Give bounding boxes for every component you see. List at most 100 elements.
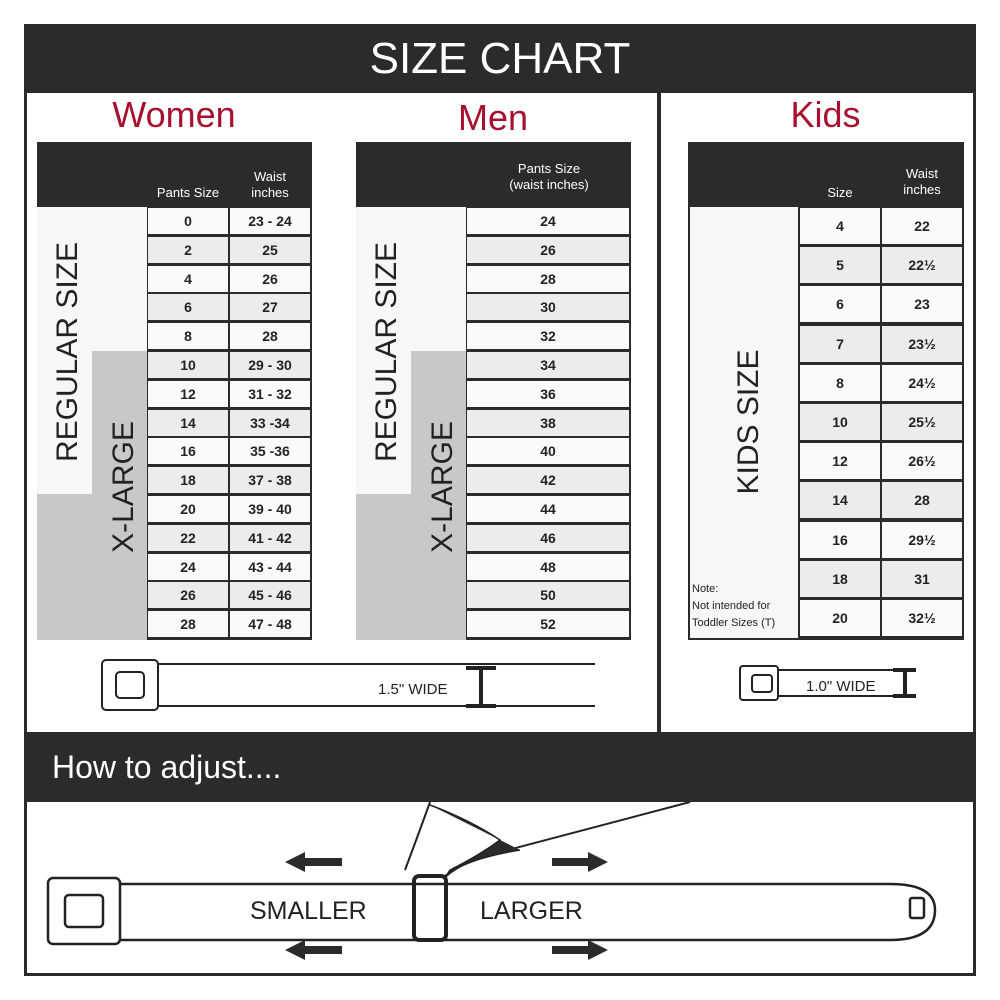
adjuster-slider-icon xyxy=(412,874,448,942)
arrow-left-icon xyxy=(285,852,342,872)
pants-size-cell: 18 xyxy=(148,467,228,493)
pants-size-cell: 14 xyxy=(148,410,228,436)
kids-size-cell: 4 xyxy=(800,208,880,244)
pants-size-cell: 50 xyxy=(467,582,629,608)
pants-size-cell: 24 xyxy=(148,554,228,580)
kids-size-cell: 14 xyxy=(800,482,880,518)
waist-cell: 31 xyxy=(882,561,962,597)
pants-size-cell: 2 xyxy=(148,237,228,263)
smaller-label: SMALLER xyxy=(250,897,367,925)
arrows xyxy=(285,852,608,960)
men-title: Men xyxy=(457,97,529,138)
waist-cell: 24½ xyxy=(882,365,962,401)
pants-size-cell: 34 xyxy=(467,352,629,378)
arrow-right-icon xyxy=(552,940,608,960)
kids-table: Size Waist inches KIDS SIZE Note: Not inte… xyxy=(688,142,964,640)
pants-size-cell: 30 xyxy=(467,294,629,320)
men-col-pants: Pants Size (waist inches) xyxy=(467,161,631,193)
women-belt-width: 1.5" WIDE xyxy=(378,681,448,698)
kids-size-cell: 8 xyxy=(800,365,880,401)
kids-size-cell: 16 xyxy=(800,522,880,558)
pants-size-cell: 4 xyxy=(148,266,228,292)
pants-size-cell: 42 xyxy=(467,467,629,493)
women-col-pants: Pants Size xyxy=(148,185,228,201)
pants-size-cell: 26 xyxy=(148,582,228,608)
pants-size-cell: 48 xyxy=(467,554,629,580)
waist-cell: 28 xyxy=(230,323,310,349)
kids-size-label: KIDS SIZE xyxy=(732,349,765,494)
kids-note: Note: Not intended for Toddler Sizes (T) xyxy=(692,583,776,629)
pants-size-cell: 46 xyxy=(467,525,629,551)
women-belt: 1.5" WIDE xyxy=(101,659,595,711)
pants-size-cell: 26 xyxy=(467,237,629,263)
waist-cell: 47 - 48 xyxy=(230,611,310,637)
adjust-heading: How to adjust.... xyxy=(24,732,976,802)
men-table: Pants Size (waist inches) REGULAR SIZE X-… xyxy=(356,142,631,640)
pants-size-cell: 28 xyxy=(148,611,228,637)
pants-size-cell: 38 xyxy=(467,410,629,436)
kids-col-waist: Waist inches xyxy=(882,166,962,198)
waist-cell: 45 - 46 xyxy=(230,582,310,608)
women-col-waist: Waist inches xyxy=(230,169,310,201)
waist-cell: 22 xyxy=(882,208,962,244)
kids-size-cell: 10 xyxy=(800,404,880,440)
pants-size-cell: 6 xyxy=(148,294,228,320)
waist-cell: 39 - 40 xyxy=(230,496,310,522)
pants-size-cell: 28 xyxy=(467,266,629,292)
women-table: Pants Size Waist inches REGULAR SIZE X-LA… xyxy=(37,142,312,640)
arrow-left-icon xyxy=(285,940,342,960)
pants-size-cell: 44 xyxy=(467,496,629,522)
kids-size-cell: 12 xyxy=(800,443,880,479)
pants-size-cell: 32 xyxy=(467,323,629,349)
waist-cell: 27 xyxy=(230,294,310,320)
pants-size-cell: 52 xyxy=(467,611,629,637)
pants-size-cell: 0 xyxy=(148,208,228,234)
waist-cell: 23 - 24 xyxy=(230,208,310,234)
pants-size-cell: 36 xyxy=(467,381,629,407)
waist-cell: 26½ xyxy=(882,443,962,479)
buckle-icon xyxy=(46,876,122,946)
pants-size-cell: 24 xyxy=(467,208,629,234)
waist-cell: 25 xyxy=(230,237,310,263)
larger-label: LARGER xyxy=(480,897,583,925)
kids-size-cell: 7 xyxy=(800,326,880,362)
men-size-labels: REGULAR SIZE X-LARGE xyxy=(356,207,466,640)
kids-col-size: Size xyxy=(800,185,880,201)
kids-belt: 1.0" WIDE xyxy=(739,665,916,701)
waist-cell: 26 xyxy=(230,266,310,292)
xlarge-label: X-LARGE xyxy=(107,421,140,553)
waist-cell: 29½ xyxy=(882,522,962,558)
pants-size-cell: 16 xyxy=(148,438,228,464)
hand-icon xyxy=(429,804,521,879)
kids-size-cell: 18 xyxy=(800,561,880,597)
women-size-labels: REGULAR SIZE X-LARGE xyxy=(37,207,147,640)
women-title: Women xyxy=(112,94,236,135)
waist-cell: 29 - 30 xyxy=(230,352,310,378)
pants-size-cell: 20 xyxy=(148,496,228,522)
waist-cell: 23 xyxy=(882,286,962,322)
kids-title: Kids xyxy=(790,94,861,135)
waist-cell: 25½ xyxy=(882,404,962,440)
page-title: SIZE CHART xyxy=(24,24,976,93)
kids-label-column: KIDS SIZE Note: Not intended for Toddler S… xyxy=(690,207,798,638)
xlarge-label: X-LARGE xyxy=(426,421,459,553)
waist-cell: 37 - 38 xyxy=(230,467,310,493)
waist-cell: 23½ xyxy=(882,326,962,362)
kids-size-cell: 5 xyxy=(800,247,880,283)
waist-cell: 31 - 32 xyxy=(230,381,310,407)
waist-cell: 43 - 44 xyxy=(230,554,310,580)
pants-size-cell: 12 xyxy=(148,381,228,407)
kids-size-cell: 6 xyxy=(800,286,880,322)
divider xyxy=(657,92,661,733)
belt-diagrams: 1.5" WIDE 1.0" WIDE xyxy=(101,659,916,711)
kids-belt-width: 1.0" WIDE xyxy=(806,678,876,695)
waist-cell: 28 xyxy=(882,482,962,518)
waist-cell: 41 - 42 xyxy=(230,525,310,551)
pants-size-cell: 10 xyxy=(148,352,228,378)
waist-cell: 32½ xyxy=(882,600,962,636)
arrow-right-icon xyxy=(552,852,608,872)
kids-size-cell: 20 xyxy=(800,600,880,636)
adjust-diagram: SMALLER LARGER xyxy=(46,801,937,960)
pants-size-cell: 22 xyxy=(148,525,228,551)
pants-size-cell: 40 xyxy=(467,438,629,464)
